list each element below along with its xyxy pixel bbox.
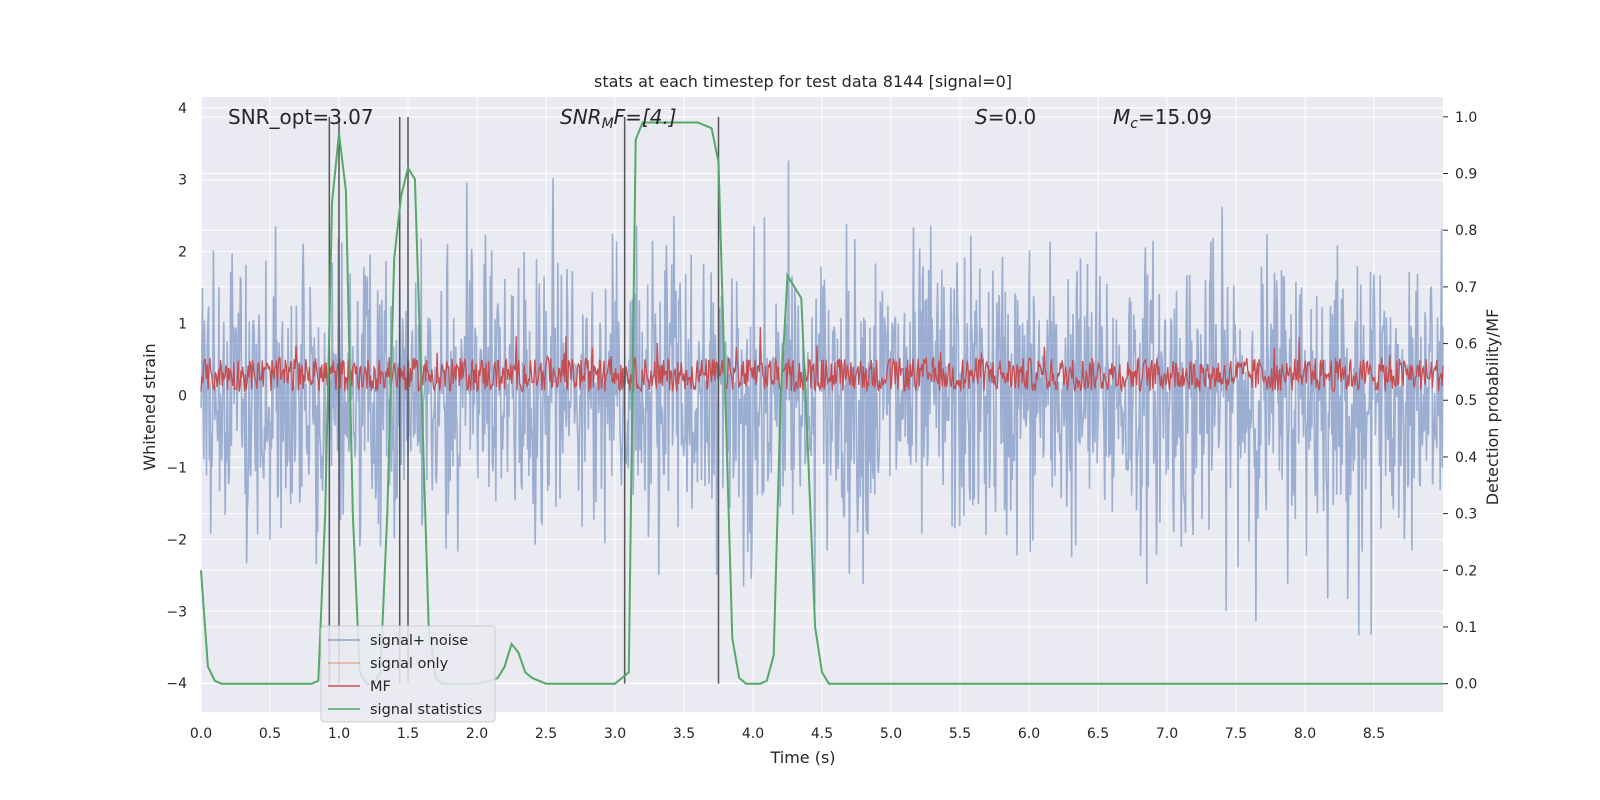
- y-left-tick-label: 1: [178, 317, 187, 333]
- y-left-tick-label: −2: [166, 532, 187, 548]
- x-tick-label: 2.5: [535, 726, 557, 742]
- series-signal-statistics: [200, 121, 1443, 685]
- y-left-tick-label: −4: [166, 676, 187, 692]
- y-right-tick-label: 0.0: [1455, 677, 1477, 693]
- y-right-tick-label: 0.5: [1455, 393, 1477, 409]
- y-right-tick-label: 0.1: [1455, 620, 1477, 636]
- x-tick-label: 7.5: [1225, 726, 1247, 742]
- chart-title: stats at each timestep for test data 814…: [594, 72, 1012, 91]
- legend: signal+ noise signal only MF signal stat…: [320, 625, 496, 723]
- legend-label-signal-statistics: signal statistics: [370, 702, 482, 718]
- y-left-tick-labels: −4 −3 −2 −1 0 1 2 3 4: [166, 101, 187, 692]
- y-right-tick-label: 0.7: [1455, 280, 1477, 296]
- y-left-tick-label: 3: [178, 173, 187, 189]
- x-axis-label: Time (s): [769, 748, 835, 767]
- x-tick-label: 1.0: [328, 726, 350, 742]
- s-base: S: [975, 105, 988, 129]
- x-tick-label: 5.5: [949, 726, 971, 742]
- y-right-tick-label: 0.6: [1455, 337, 1477, 353]
- x-tick-labels: 0.0 0.5 1.0 1.5 2.0 2.5 3.0 3.5 4.0 4.5 5.0 5.5 6.0 6…: [190, 726, 1385, 742]
- x-tick-label: 0.5: [259, 726, 281, 742]
- x-tick-label: 2.0: [466, 726, 488, 742]
- y-right-axis-label: Detection probability/MF: [1483, 309, 1502, 506]
- y-right-tick-label: 1.0: [1455, 110, 1477, 126]
- y-left-axis-label: Whitened strain: [140, 343, 159, 470]
- x-tick-label: 6.5: [1087, 726, 1109, 742]
- x-tick-label: 0.0: [190, 726, 212, 742]
- y-left-tick-label: 2: [178, 245, 187, 261]
- y-right-tick-label: 0.3: [1455, 507, 1477, 523]
- x-tick-label: 7.0: [1156, 726, 1178, 742]
- y-left-tick-label: 0: [178, 389, 187, 405]
- y-right-tick-labels: 0.0 0.1 0.2 0.3 0.4 0.5 0.6 0.7 0.8 0.9 1.0: [1443, 110, 1477, 693]
- snr-mf-subscript: M: [602, 116, 614, 132]
- mc-subscript: c: [1130, 116, 1138, 132]
- y-right-tick-label: 0.2: [1455, 563, 1477, 579]
- y-right-tick-label: 0.4: [1455, 450, 1477, 466]
- legend-label-signal-noise: signal+ noise: [370, 633, 468, 649]
- y-left-tick-label: 4: [178, 101, 187, 117]
- legend-label-signal-only: signal only: [370, 656, 449, 672]
- x-tick-label: 1.5: [397, 726, 419, 742]
- mc-tail: =15.09: [1138, 105, 1212, 129]
- snr-mf-tail: F=[4.]: [614, 105, 677, 129]
- annotation-mc: Mc=15.09: [1113, 105, 1212, 132]
- legend-label-mf: MF: [370, 679, 391, 695]
- x-tick-label: 8.5: [1363, 726, 1385, 742]
- x-tick-label: 8.0: [1294, 726, 1316, 742]
- x-tick-label: 6.0: [1018, 726, 1040, 742]
- s-tail: =0.0: [988, 105, 1037, 129]
- x-tick-label: 4.0: [742, 726, 764, 742]
- y-right-tick-label: 0.9: [1455, 167, 1477, 183]
- y-left-tick-label: −1: [166, 460, 187, 476]
- x-tick-label: 5.0: [880, 726, 902, 742]
- y-left-tick-label: −3: [166, 604, 187, 620]
- mc-base: M: [1113, 105, 1130, 129]
- x-tick-label: 3.5: [673, 726, 695, 742]
- annotation-snr-opt: SNR_opt=3.07: [228, 105, 374, 129]
- x-tick-label: 3.0: [604, 726, 626, 742]
- y-right-tick-label: 0.8: [1455, 223, 1477, 239]
- annotation-s: S=0.0: [975, 105, 1036, 129]
- snr-mf-base: SNR: [560, 105, 602, 129]
- signal-statistics-line: [200, 121, 1443, 685]
- x-tick-label: 4.5: [811, 726, 833, 742]
- legend-box: [320, 625, 496, 723]
- annotation-snr-mf: SNRMF=[4.]: [560, 105, 677, 132]
